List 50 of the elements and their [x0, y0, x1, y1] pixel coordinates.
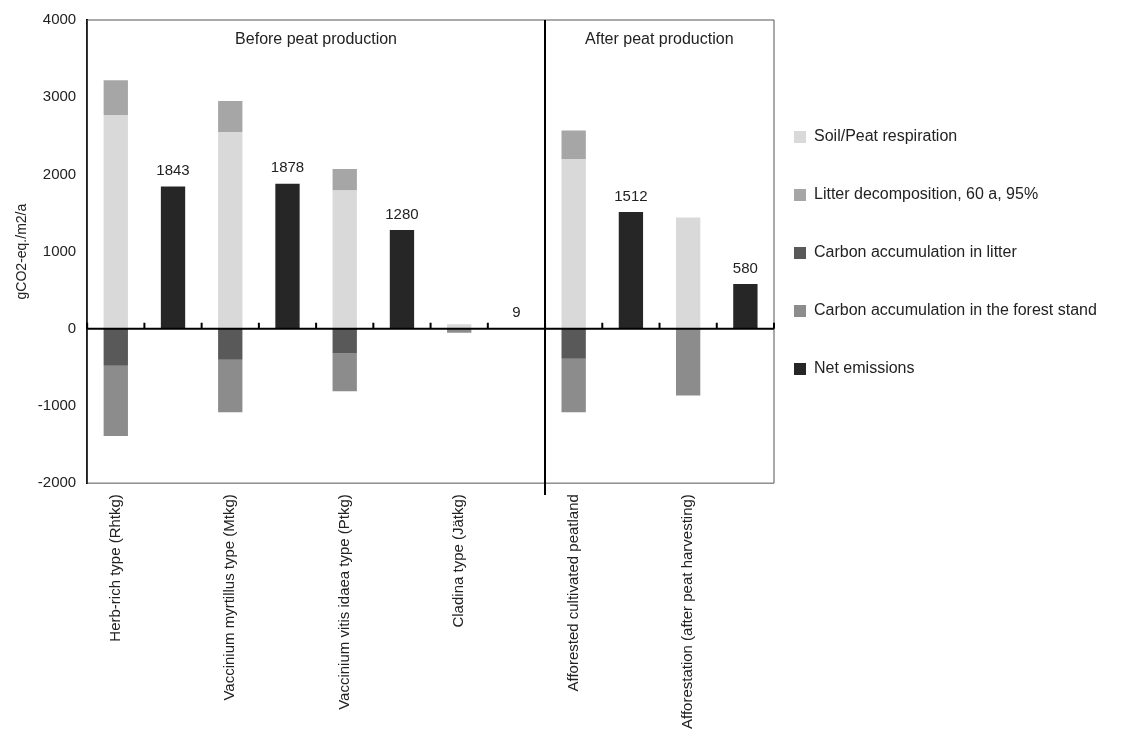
legend-label: Soil/Peat respiration	[814, 126, 958, 145]
y-tick-label: 2000	[42, 164, 77, 182]
y-tick-label: 3000	[42, 87, 77, 105]
x-tick-label: Vaccinium vitis idaea type (Ptkg)	[334, 494, 352, 710]
x-tick-label: Afforestation (after peat harvesting)	[678, 494, 696, 730]
x-tick-label: Cladina type (Jätkg)	[449, 494, 467, 628]
data-label: 1878	[270, 158, 305, 176]
x-tick-label: Vaccinium myrtillus type (Mtkg)	[220, 494, 238, 701]
bar	[561, 158, 586, 329]
bar	[332, 168, 357, 191]
bar	[332, 328, 357, 354]
bar	[103, 80, 128, 115]
y-tick-label: 0	[67, 318, 77, 336]
bar	[103, 114, 128, 329]
y-tick-label: 4000	[42, 10, 77, 28]
data-label: 580	[732, 258, 758, 276]
data-label: 9	[512, 302, 521, 320]
legend-label: Litter decomposition, 60 a, 95%	[814, 184, 1039, 203]
x-tick-label: Herb-rich type (Rhtkg)	[105, 494, 123, 642]
bar	[103, 365, 128, 437]
bar	[160, 186, 186, 329]
legend-label: Net emissions	[814, 358, 915, 377]
bar	[218, 359, 243, 413]
x-tick-label: Afforested cultivated peatland	[563, 494, 581, 692]
data-label: 1843	[156, 161, 190, 179]
bar	[389, 229, 415, 329]
bar	[561, 358, 586, 413]
bar	[675, 217, 701, 329]
y-tick-label: 1000	[42, 241, 77, 259]
legend-label: Carbon accumulation in litter	[814, 242, 1017, 261]
bar	[218, 328, 243, 360]
y-tick-label: -2000	[37, 473, 77, 491]
y-tick-label: -1000	[37, 396, 77, 414]
bar	[218, 101, 243, 132]
bar	[332, 190, 357, 329]
data-label: 1512	[614, 186, 648, 204]
bar	[618, 212, 644, 329]
data-label: 1280	[385, 204, 419, 222]
bar	[218, 131, 243, 329]
bar	[332, 353, 357, 392]
bar	[561, 130, 586, 159]
annotation: After peat production	[585, 30, 734, 48]
bar	[733, 284, 758, 329]
bar	[103, 328, 128, 366]
y-axis-title: gCO2-eq./m2/a	[13, 203, 30, 300]
annotation: Before peat production	[235, 30, 397, 48]
bar	[275, 183, 300, 329]
bar	[675, 328, 701, 396]
bar	[561, 328, 586, 359]
legend-label: Carbon accumulation in the forest stand	[814, 300, 1097, 319]
